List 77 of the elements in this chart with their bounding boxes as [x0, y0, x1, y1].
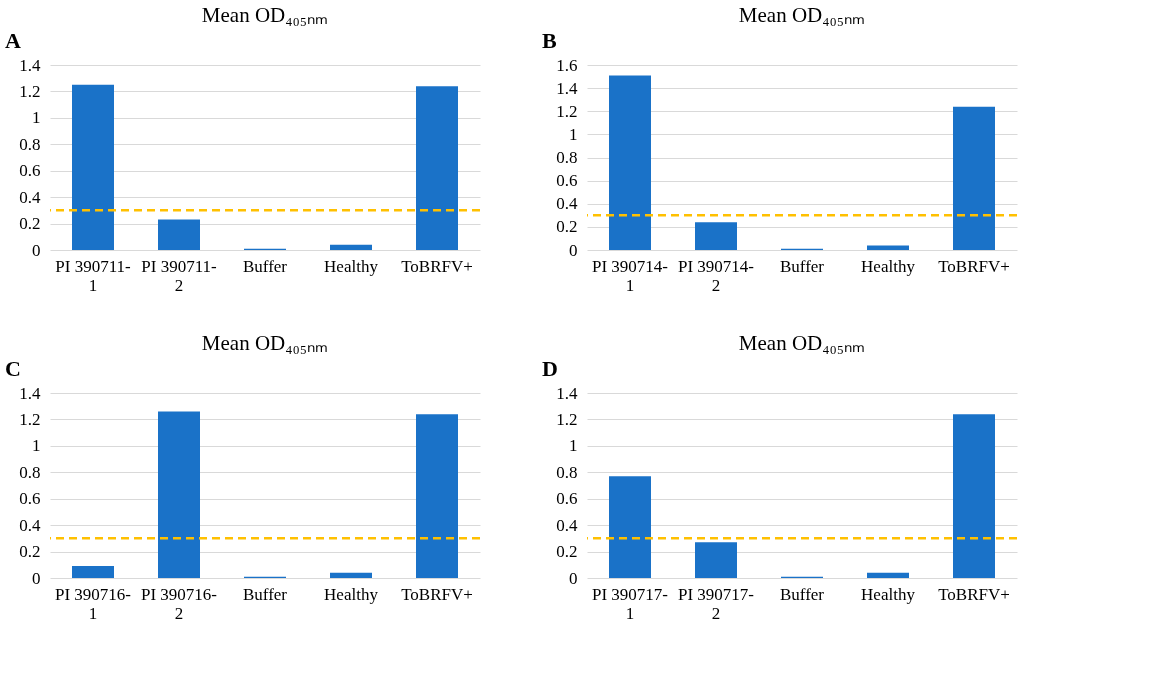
y-tick-label: 1.2 [556, 409, 578, 429]
y-tick-label: 0.2 [556, 542, 578, 562]
x-tick-label: PI 390716-1 [54, 584, 132, 623]
bar [72, 84, 114, 250]
x-tick-label: PI 390717-1 [591, 584, 669, 623]
bar [695, 222, 737, 250]
x-tick-label: Healthy [324, 256, 379, 276]
x-tick-label: PI 390714-2 [677, 256, 755, 295]
y-tick-label: 1 [569, 124, 578, 144]
y-tick-label: 0.6 [19, 161, 41, 181]
y-tick-label: 0 [569, 240, 578, 260]
x-tick-label: PI 390711-1 [55, 256, 132, 295]
x-tick-label: ToBRFV+ [938, 256, 1010, 276]
y-tick-label: 0.6 [556, 171, 578, 191]
x-tick-label: Buffer [242, 584, 288, 604]
y-tick-label: 1.6 [556, 55, 578, 75]
y-tick-label: 0.8 [19, 462, 41, 482]
chart-title: Mean OD₄₀₅ₙₘ [201, 331, 329, 355]
bar [867, 245, 909, 250]
x-tick-label: PI 390716-2 [140, 584, 218, 623]
y-tick-label: 0 [569, 568, 578, 588]
y-tick-label: 0.4 [19, 187, 41, 207]
bar [609, 476, 651, 578]
y-tick-label: 0.2 [19, 214, 41, 234]
y-tick-label: 0.2 [556, 217, 578, 237]
y-tick-label: 0.8 [556, 462, 578, 482]
x-tick-label: ToBRFV+ [401, 256, 473, 276]
text: A [5, 28, 21, 53]
x-tick-label: ToBRFV+ [401, 584, 473, 604]
bar [609, 75, 651, 250]
y-tick-label: 0 [32, 240, 41, 260]
bar [953, 106, 995, 250]
text: D [542, 356, 558, 381]
chart-title: Mean OD₄₀₅ₙₘ [201, 3, 329, 27]
y-tick-label: 0 [32, 568, 41, 588]
x-tick-label: Buffer [242, 256, 288, 276]
bar [867, 572, 909, 578]
y-tick-label: 1.2 [19, 409, 41, 429]
chart-title: Mean OD₄₀₅ₙₘ [738, 331, 866, 355]
y-tick-label: 0.4 [19, 515, 41, 535]
y-tick-label: 0.4 [556, 515, 578, 535]
text: C [5, 356, 21, 381]
text: B [542, 28, 557, 53]
x-tick-label: Buffer [779, 584, 825, 604]
y-tick-label: 1 [569, 436, 578, 456]
bar [416, 414, 458, 578]
y-tick-label: 1.2 [19, 81, 41, 101]
x-tick-label: PI 390711-2 [141, 256, 218, 295]
y-tick-label: 1.4 [19, 383, 41, 403]
x-tick-label: PI 390714-1 [591, 256, 669, 295]
y-tick-label: 0.8 [556, 148, 578, 167]
x-tick-label: Healthy [861, 584, 916, 604]
bar [330, 572, 372, 578]
y-tick-label: 1.4 [556, 78, 578, 98]
bar [72, 566, 114, 578]
y-tick-label: 1.4 [19, 55, 41, 75]
y-tick-label: 0.6 [556, 489, 578, 509]
y-tick-label: 1.4 [556, 383, 578, 403]
x-tick-label: Healthy [861, 256, 916, 276]
y-tick-label: 1.2 [556, 101, 578, 121]
bar [953, 414, 995, 578]
y-tick-label: 0.4 [556, 194, 578, 214]
bar [416, 86, 458, 250]
x-tick-label: PI 390717-2 [677, 584, 755, 623]
bar [158, 411, 200, 578]
x-tick-label: ToBRFV+ [938, 584, 1010, 604]
y-tick-label: 0.2 [19, 542, 41, 562]
bar [695, 542, 737, 578]
x-tick-label: Healthy [324, 584, 379, 604]
bar [158, 219, 200, 250]
y-tick-label: 1 [32, 436, 41, 456]
y-tick-label: 1 [32, 108, 41, 128]
x-tick-label: Buffer [779, 256, 825, 276]
y-tick-label: 0.8 [19, 134, 41, 154]
bar [330, 244, 372, 250]
chart-title: Mean OD₄₀₅ₙₘ [738, 3, 866, 27]
y-tick-label: 0.6 [19, 489, 41, 509]
